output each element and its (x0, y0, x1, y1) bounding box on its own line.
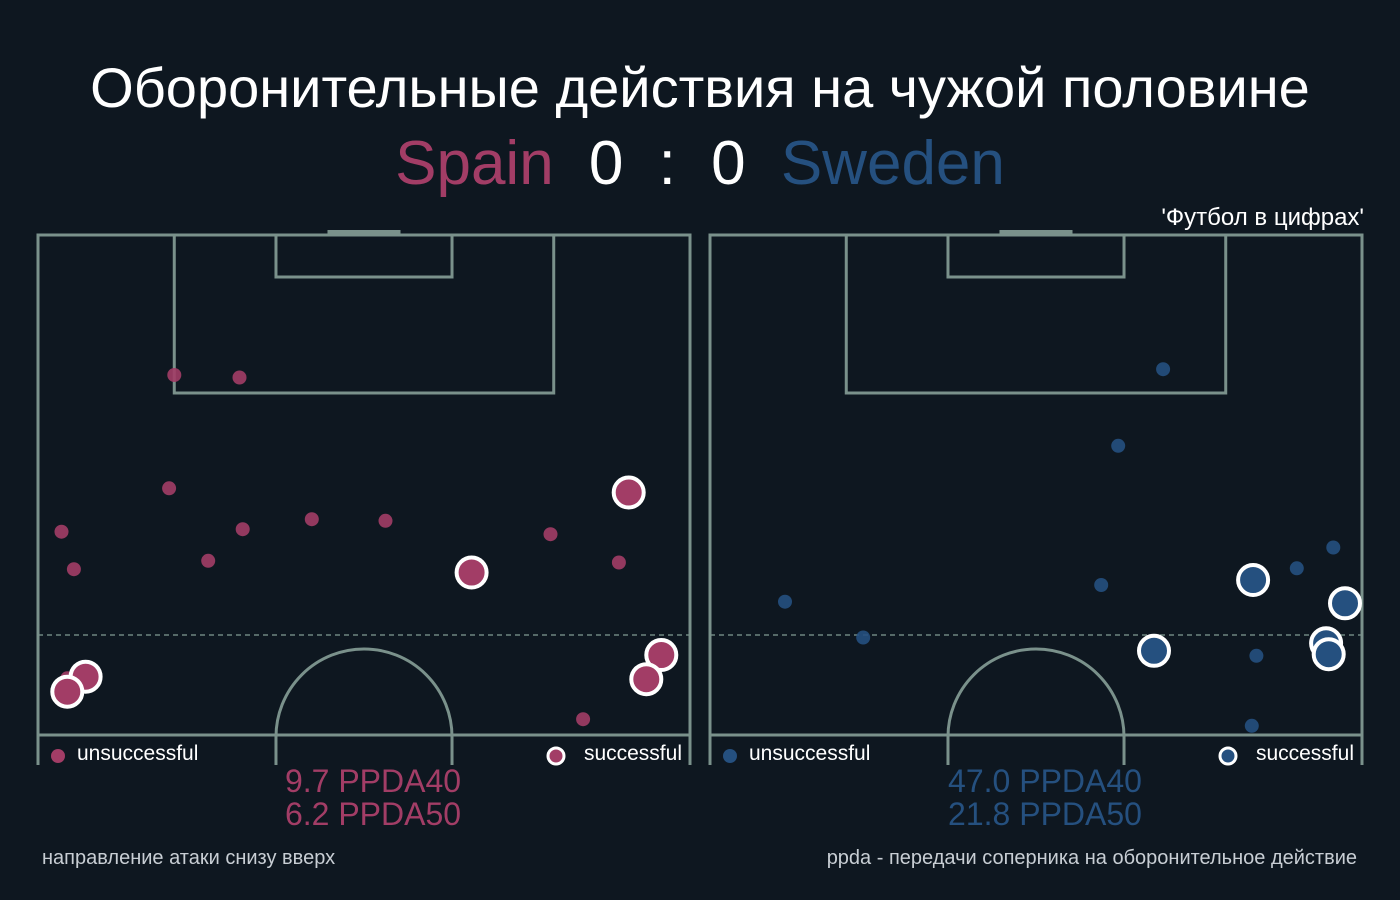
unsuccessful-action-point (1244, 718, 1259, 733)
unsuccessful-action-point (167, 368, 182, 382)
unsuccessful-action-point (1289, 561, 1304, 576)
unsuccessful-action-point (304, 512, 319, 527)
legend-unsuccessful-label: unsuccessful (77, 742, 198, 765)
unsuccessful-action-point (1249, 648, 1264, 663)
footer-ppda-definition: ppda - передачи соперника на оборонитель… (827, 847, 1357, 869)
ppda50-label: 21.8 PPDA50 (948, 796, 1142, 832)
unsuccessful-action-point (778, 594, 792, 609)
legend-successful-marker (1218, 746, 1238, 766)
unsuccessful-action-point (162, 481, 177, 496)
unsuccessful-action-point (576, 712, 591, 727)
successful-action-point (50, 674, 85, 709)
legend-successful-label: successful (584, 742, 682, 765)
ppda50-label: 6.2 PPDA50 (285, 796, 461, 832)
chart-title: Оборонительные действия на чужой половин… (90, 56, 1310, 119)
centre-circle (946, 647, 1126, 765)
unsuccessful-action-point (66, 562, 81, 577)
unsuccessful-action-point (1156, 362, 1171, 377)
unsuccessful-action-point (235, 522, 250, 537)
six-yard-box (946, 235, 1126, 279)
successful-action-point (629, 662, 664, 697)
unsuccessful-action-point (201, 553, 216, 568)
ppda40-label: 9.7 PPDA40 (285, 763, 461, 799)
legend-unsuccessful-marker (723, 749, 737, 763)
successful-action-point (454, 555, 489, 590)
away-team-name: Sweden (781, 129, 1005, 198)
away-goals: 0 (711, 129, 745, 198)
unsuccessful-action-point (54, 524, 69, 539)
score-line: Spain 0 : 0 Sweden (395, 129, 1005, 198)
ppda40-label: 47.0 PPDA40 (948, 763, 1142, 799)
successful-action-point (611, 475, 646, 510)
centre-circle (274, 647, 454, 765)
footer-attack-direction: направление атаки снизу вверх (42, 847, 335, 869)
unsuccessful-action-point (611, 555, 626, 570)
successful-action-point (644, 638, 679, 672)
unsuccessful-action-point (1326, 540, 1341, 555)
legend-unsuccessful-marker (51, 749, 65, 763)
unsuccessful-action-point (1094, 578, 1109, 592)
successful-action-point (1328, 586, 1362, 621)
legend-successful-label: successful (1256, 742, 1354, 765)
unsuccessful-action-point (856, 630, 871, 645)
touchline (36, 233, 692, 765)
legend-unsuccessful-label: unsuccessful (749, 742, 870, 765)
penalty-area (844, 235, 1228, 395)
successful-action-point (1236, 563, 1271, 597)
touchline (708, 233, 1364, 765)
legend-successful-marker (546, 746, 566, 766)
successful-action-point (1137, 633, 1171, 668)
unsuccessful-action-point (543, 527, 558, 542)
unsuccessful-action-point (378, 513, 393, 528)
home-team-name: Spain (395, 129, 554, 198)
penalty-area (172, 235, 556, 395)
successful-action-point (1311, 637, 1346, 672)
unsuccessful-action-point (1111, 438, 1126, 453)
unsuccessful-action-point (232, 370, 247, 385)
six-yard-box (274, 235, 454, 279)
score-separator: : (659, 129, 676, 198)
source-credit: 'Футбол в цифрах' (1161, 204, 1364, 231)
home-goals: 0 (589, 129, 623, 198)
